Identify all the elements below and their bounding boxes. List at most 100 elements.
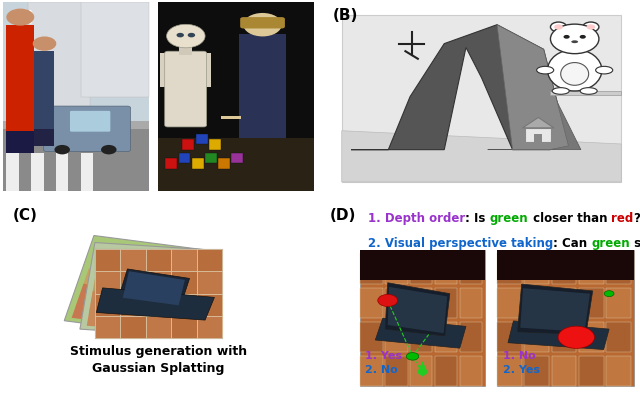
Bar bbox=[35, 51, 54, 131]
Polygon shape bbox=[488, 87, 581, 150]
Polygon shape bbox=[508, 321, 609, 349]
Polygon shape bbox=[497, 25, 568, 150]
Bar bbox=[435, 253, 458, 284]
Bar bbox=[385, 288, 408, 318]
Polygon shape bbox=[385, 283, 450, 336]
Bar bbox=[385, 253, 408, 284]
Bar bbox=[159, 2, 314, 191]
Bar bbox=[3, 121, 149, 129]
Bar bbox=[497, 322, 522, 352]
Bar bbox=[552, 253, 576, 284]
Polygon shape bbox=[375, 318, 466, 348]
Bar bbox=[579, 322, 604, 352]
Text: 2. Yes: 2. Yes bbox=[502, 365, 540, 375]
Bar bbox=[179, 152, 191, 163]
Bar bbox=[172, 316, 196, 338]
FancyBboxPatch shape bbox=[164, 51, 207, 127]
Bar bbox=[360, 250, 484, 280]
Polygon shape bbox=[522, 117, 554, 128]
Text: Stimulus generation with
Gaussian Splatting: Stimulus generation with Gaussian Splatt… bbox=[70, 345, 247, 375]
Polygon shape bbox=[118, 269, 189, 307]
Bar bbox=[524, 288, 549, 318]
Bar bbox=[204, 53, 211, 87]
Text: closer than: closer than bbox=[529, 212, 611, 225]
Bar bbox=[360, 253, 383, 284]
Bar bbox=[552, 288, 576, 318]
Bar bbox=[460, 322, 482, 352]
Bar bbox=[172, 271, 196, 294]
Bar bbox=[95, 316, 120, 338]
Bar bbox=[606, 356, 631, 387]
Text: (C): (C) bbox=[13, 208, 37, 223]
Circle shape bbox=[378, 294, 397, 307]
Circle shape bbox=[6, 9, 35, 26]
Bar bbox=[524, 253, 549, 284]
Text: 1. No: 1. No bbox=[502, 351, 535, 361]
Bar bbox=[606, 322, 631, 352]
Bar bbox=[146, 316, 172, 338]
Circle shape bbox=[563, 35, 570, 39]
Bar bbox=[6, 25, 35, 134]
Text: red: red bbox=[611, 212, 634, 225]
Bar bbox=[192, 158, 204, 169]
Bar bbox=[56, 153, 68, 191]
Bar bbox=[460, 253, 482, 284]
Bar bbox=[179, 42, 193, 55]
Text: 2. No: 2. No bbox=[365, 365, 398, 375]
Ellipse shape bbox=[536, 66, 554, 74]
Text: see: see bbox=[630, 237, 640, 250]
Polygon shape bbox=[342, 131, 621, 182]
Circle shape bbox=[406, 353, 419, 360]
Bar bbox=[435, 288, 458, 318]
Text: : Can: : Can bbox=[554, 237, 591, 250]
Bar bbox=[497, 250, 634, 280]
Bar bbox=[81, 2, 149, 97]
Bar bbox=[172, 249, 196, 271]
Bar bbox=[360, 322, 383, 352]
Bar bbox=[552, 322, 576, 352]
Bar bbox=[205, 152, 217, 163]
FancyBboxPatch shape bbox=[89, 275, 163, 319]
Ellipse shape bbox=[596, 66, 612, 74]
Bar bbox=[435, 356, 458, 387]
Bar bbox=[81, 153, 93, 191]
FancyBboxPatch shape bbox=[87, 291, 211, 333]
Circle shape bbox=[188, 33, 195, 37]
Text: (A): (A) bbox=[10, 9, 35, 24]
Bar bbox=[579, 288, 604, 318]
Bar bbox=[606, 253, 631, 284]
Bar bbox=[552, 356, 576, 387]
Bar bbox=[95, 249, 120, 271]
Bar bbox=[239, 34, 286, 138]
Bar bbox=[534, 134, 542, 142]
FancyBboxPatch shape bbox=[70, 111, 110, 132]
Bar bbox=[524, 322, 549, 352]
Bar bbox=[196, 271, 222, 294]
Bar bbox=[151, 2, 159, 191]
Circle shape bbox=[550, 24, 599, 54]
Bar bbox=[460, 288, 482, 318]
Bar bbox=[146, 294, 172, 316]
Bar bbox=[360, 250, 484, 387]
Bar bbox=[146, 271, 172, 294]
FancyBboxPatch shape bbox=[64, 236, 216, 336]
Circle shape bbox=[177, 33, 184, 37]
Polygon shape bbox=[417, 361, 428, 377]
Ellipse shape bbox=[552, 87, 569, 94]
Circle shape bbox=[550, 22, 566, 32]
Bar bbox=[497, 288, 522, 318]
Bar bbox=[28, 2, 90, 106]
Polygon shape bbox=[351, 25, 568, 150]
Polygon shape bbox=[520, 288, 590, 332]
Bar bbox=[410, 356, 433, 387]
Bar bbox=[146, 249, 172, 271]
Bar bbox=[606, 288, 631, 318]
Text: 2. Visual perspective taking: 2. Visual perspective taking bbox=[368, 237, 554, 250]
Bar bbox=[164, 158, 177, 169]
Bar bbox=[196, 294, 222, 316]
Bar bbox=[497, 250, 634, 387]
Text: ?: ? bbox=[634, 212, 640, 225]
Bar bbox=[360, 288, 383, 318]
Circle shape bbox=[33, 36, 56, 51]
Bar bbox=[410, 322, 433, 352]
